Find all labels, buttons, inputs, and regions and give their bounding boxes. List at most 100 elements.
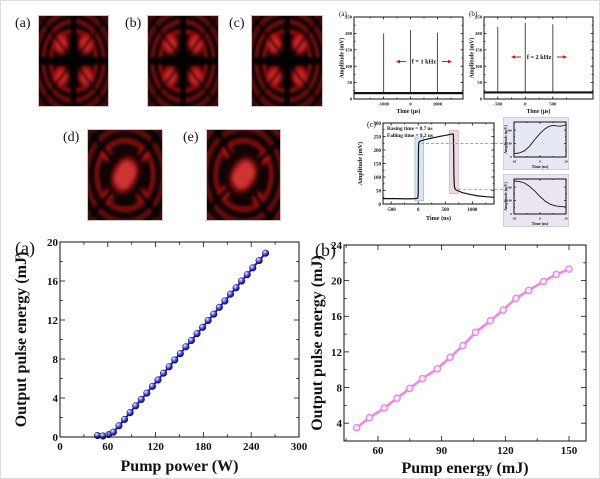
rise-guide-line xyxy=(421,143,503,144)
svg-text:(a): (a) xyxy=(15,238,35,259)
svg-text:Time (ns): Time (ns) xyxy=(426,215,451,222)
svg-text:f = 2 kHz: f = 2 kHz xyxy=(527,54,552,61)
svg-text:Time (ns): Time (ns) xyxy=(532,221,549,226)
energy-vs-pump-power-chart: 0 60 120 180 240 300 0 4 8 12 16 20 Pump power (W) Ou… xyxy=(11,234,308,476)
rise-inset-chart: -20 0 20 0 100 200 Time (ns) Amplitude (mV) xyxy=(503,118,570,171)
q-switched-pulse-chart: -500 0 500 1000 0 50 100 150 200 250 300 Time (ns) A… xyxy=(353,115,503,227)
pulse_train_1khz-plot: -1000 0 1000 0 50 100 150 200 250 Time (μs) Amplit… xyxy=(339,10,464,115)
svg-text:500: 500 xyxy=(549,102,557,107)
svg-text:0: 0 xyxy=(510,155,512,159)
svg-text:120: 120 xyxy=(497,445,514,457)
svg-text:200: 200 xyxy=(507,185,512,189)
beam-image-e xyxy=(206,129,281,221)
svg-text:0: 0 xyxy=(57,441,63,453)
energy_vs_power-plot: 0 60 120 180 240 300 0 4 8 12 16 20 Pump power (W) Ou… xyxy=(13,237,308,475)
energy_vs_energy-plot: 60 90 120 150 4 8 12 16 20 24 Pump energy (mJ) Outp… xyxy=(309,240,587,477)
svg-text:24: 24 xyxy=(331,240,343,252)
rise-inset-panel: -20 0 20 0 100 200 Time (ns) Amplitude (mV) xyxy=(503,117,569,170)
svg-text:100: 100 xyxy=(374,176,382,181)
svg-text:4: 4 xyxy=(53,393,59,405)
svg-text:Time (μs): Time (μs) xyxy=(527,108,551,115)
svg-text:16: 16 xyxy=(47,276,59,288)
svg-text:500: 500 xyxy=(442,208,450,213)
svg-text:Amplitude (mV): Amplitude (mV) xyxy=(357,142,364,185)
svg-text:250: 250 xyxy=(345,15,353,20)
svg-text:100: 100 xyxy=(345,64,353,69)
fall-inset-chart: -20 0 20 0 100 200 Time (ns) Amplitude (mV) xyxy=(503,175,570,228)
svg-text:Time (ns): Time (ns) xyxy=(532,164,549,169)
pulse_train_2khz-plot: -500 0 500 0 50 100 150 200 250 Time (μs) Amplitud… xyxy=(469,10,594,115)
svg-text:8: 8 xyxy=(337,382,343,394)
svg-text:-1000: -1000 xyxy=(378,102,389,107)
svg-text:Time (μs): Time (μs) xyxy=(397,108,421,115)
svg-text:Amplitude (mV): Amplitude (mV) xyxy=(504,181,508,210)
svg-text:150: 150 xyxy=(374,162,382,167)
svg-text:16: 16 xyxy=(331,311,343,323)
svg-text:60: 60 xyxy=(372,445,384,457)
svg-text:12: 12 xyxy=(47,315,59,327)
beam-label-c: (c) xyxy=(229,16,245,31)
svg-text:100: 100 xyxy=(507,199,512,203)
svg-text:100: 100 xyxy=(475,64,483,69)
svg-text:-20: -20 xyxy=(512,159,517,163)
svg-text:200: 200 xyxy=(345,31,353,36)
svg-text:Falling time = 9.2 ns: Falling time = 9.2 ns xyxy=(387,133,433,139)
svg-text:(c): (c) xyxy=(367,120,376,129)
svg-text:(b): (b) xyxy=(315,240,336,261)
svg-text:0: 0 xyxy=(510,212,512,216)
svg-text:100: 100 xyxy=(507,142,512,146)
beam-label-a: (a) xyxy=(15,16,31,31)
svg-text:0: 0 xyxy=(409,102,412,107)
svg-text:250: 250 xyxy=(374,135,382,140)
laser-mode-pattern-d xyxy=(88,130,162,220)
svg-text:200: 200 xyxy=(374,149,382,154)
pulse-train-2khz-chart: -500 0 500 0 50 100 150 200 250 Time (μs) Amplitud… xyxy=(469,9,599,115)
q_switched_pulse-plot: -500 0 500 1000 0 50 100 150 200 250 300 Time (ns) A… xyxy=(357,120,495,222)
svg-text:20: 20 xyxy=(564,159,568,163)
svg-text:0: 0 xyxy=(379,203,382,208)
svg-text:20: 20 xyxy=(564,216,568,220)
svg-text:50: 50 xyxy=(376,189,382,194)
svg-text:Amplitude (mV): Amplitude (mV) xyxy=(504,124,508,153)
laser-mode-pattern-e xyxy=(207,130,280,220)
svg-text:(a): (a) xyxy=(339,10,347,18)
energy-vs-pump-energy-chart: 60 90 120 150 4 8 12 16 20 24 Pump energy (mJ) Outp… xyxy=(307,234,599,477)
svg-text:0: 0 xyxy=(524,102,527,107)
svg-text:Amplitude (mV): Amplitude (mV) xyxy=(339,38,346,79)
svg-text:60: 60 xyxy=(102,441,114,453)
svg-text:0: 0 xyxy=(350,97,353,102)
svg-text:Output pulse energy (mJ): Output pulse energy (mJ) xyxy=(13,252,30,428)
svg-text:200: 200 xyxy=(507,128,512,132)
beam-label-d: (d) xyxy=(63,130,80,145)
svg-text:240: 240 xyxy=(243,441,260,453)
svg-text:150: 150 xyxy=(345,47,353,52)
svg-text:200: 200 xyxy=(475,31,483,36)
svg-text:Pump energy (mJ): Pump energy (mJ) xyxy=(401,460,528,476)
pulse-train-1khz-chart: -1000 0 1000 0 50 100 150 200 250 Time (μs) Amplit… xyxy=(339,9,467,115)
svg-text:20: 20 xyxy=(47,237,59,249)
svg-text:4: 4 xyxy=(337,418,343,430)
beam-label-b: (b) xyxy=(125,16,142,31)
svg-text:f = 1 kHz: f = 1 kHz xyxy=(412,59,437,66)
beam-image-a xyxy=(38,15,109,107)
svg-text:Pump power (W): Pump power (W) xyxy=(121,458,239,475)
svg-text:300: 300 xyxy=(374,122,382,127)
svg-text:8: 8 xyxy=(53,354,59,366)
laser-mode-pattern-a xyxy=(39,16,108,106)
fall-guide-line xyxy=(458,189,503,190)
svg-text:120: 120 xyxy=(147,441,164,453)
beam-image-c xyxy=(251,15,323,107)
svg-text:0: 0 xyxy=(539,159,541,163)
svg-text:50: 50 xyxy=(347,80,352,85)
svg-text:Rasing time = 8.7 ns: Rasing time = 8.7 ns xyxy=(387,126,433,132)
svg-text:50: 50 xyxy=(477,80,482,85)
svg-text:0: 0 xyxy=(480,97,483,102)
svg-text:20: 20 xyxy=(331,275,343,287)
laser-mode-pattern-c xyxy=(252,16,322,106)
svg-text:Amplitude (mV): Amplitude (mV) xyxy=(469,38,476,79)
svg-text:1000: 1000 xyxy=(433,102,443,107)
beam-image-b xyxy=(147,15,219,107)
